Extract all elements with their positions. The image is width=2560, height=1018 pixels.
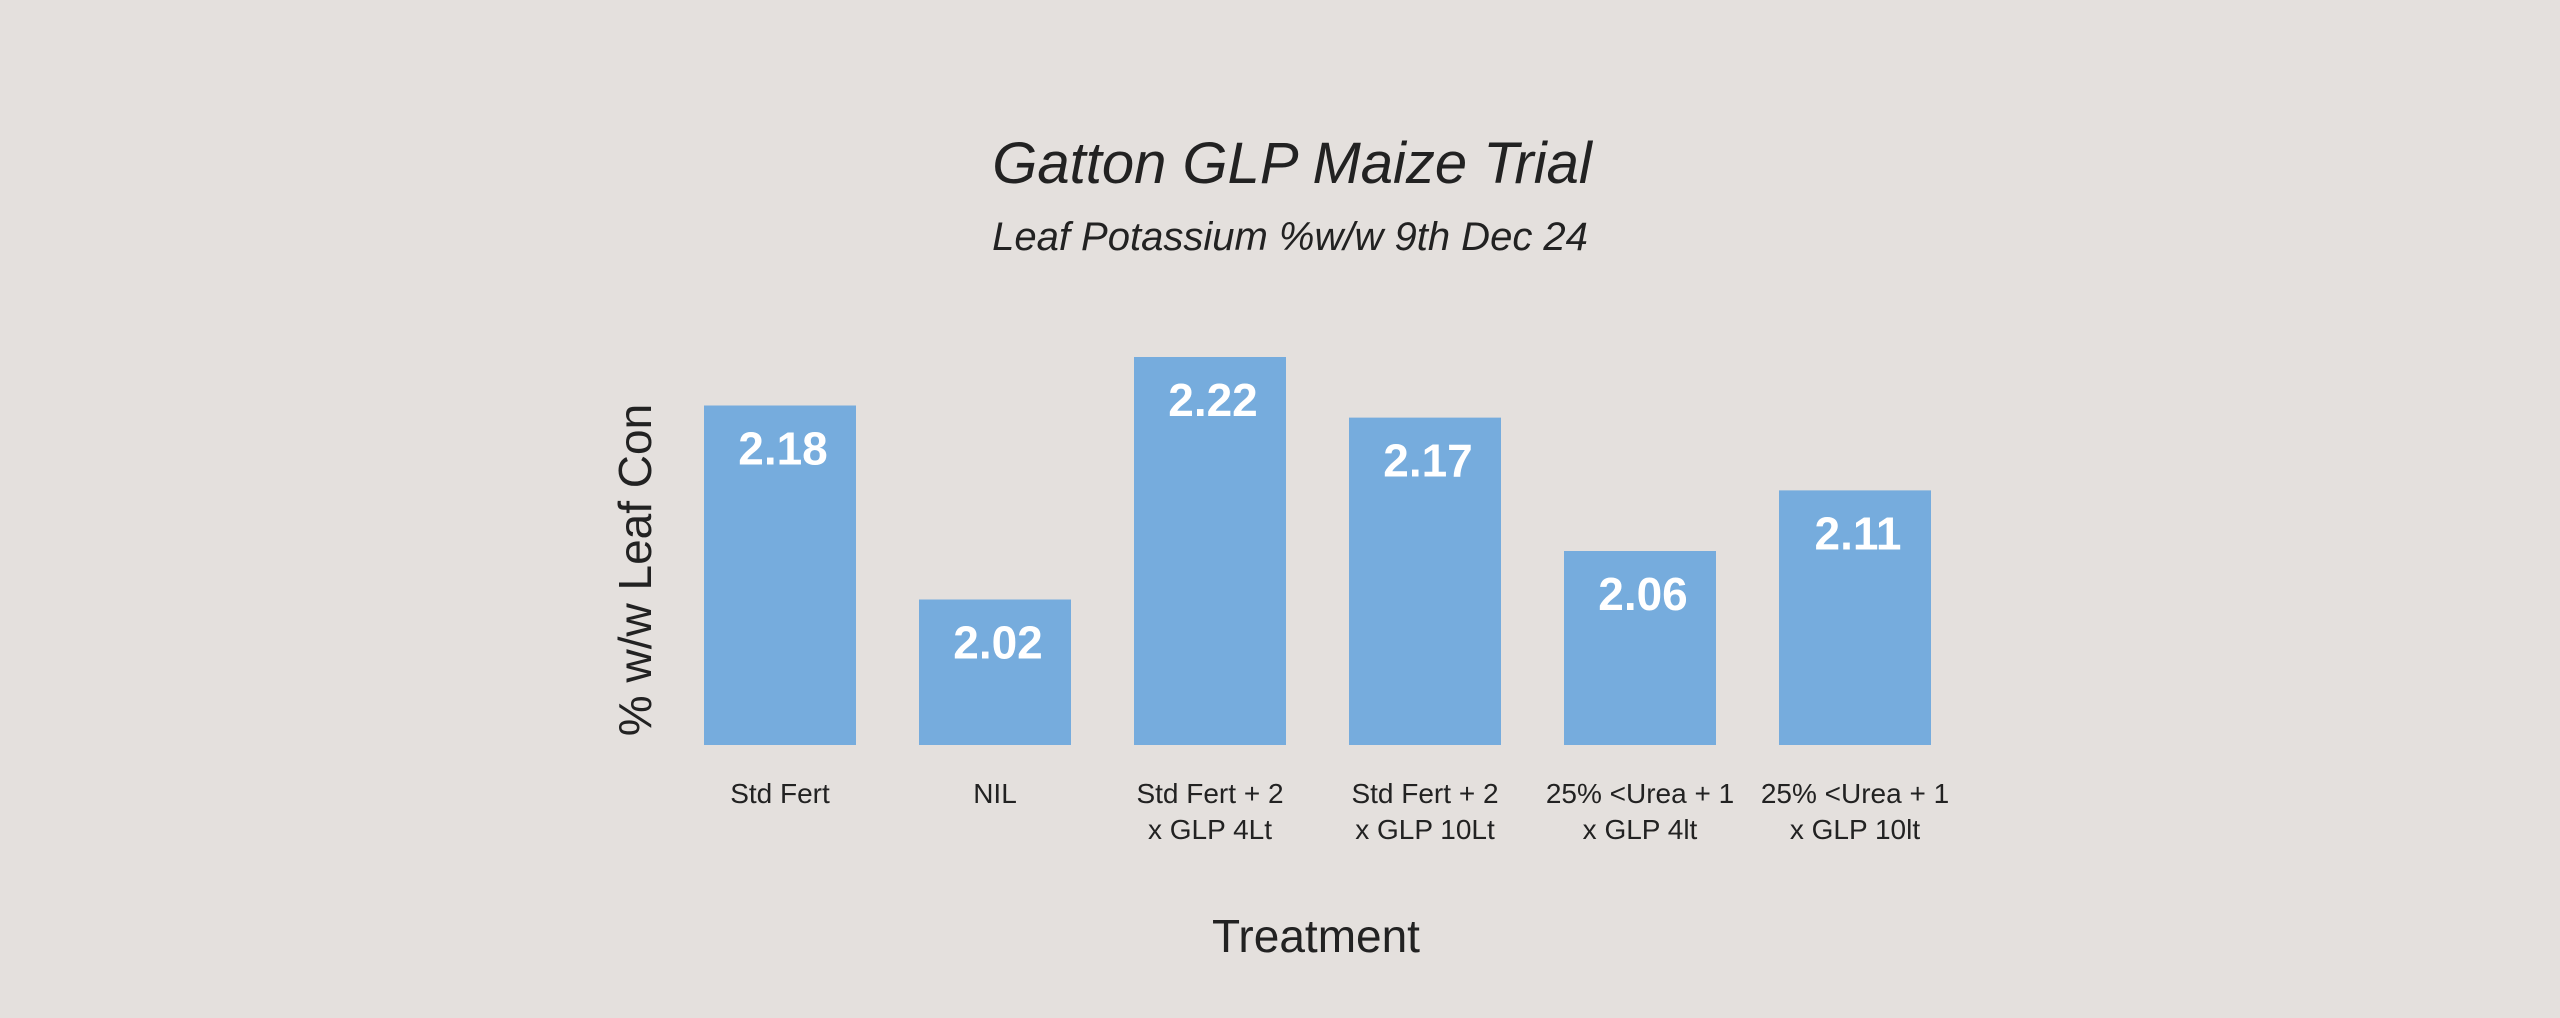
data-labels-group: 2.18 2.02 2.22 2.17 2.06 2.11	[738, 374, 1901, 669]
y-axis-label: % w/w Leaf Con	[609, 404, 661, 736]
data-label-0: 2.18	[738, 423, 828, 475]
bar-1	[919, 599, 1071, 745]
x-tick-label-5: 25% <Urea + 1 x GLP 10lt	[1761, 778, 1949, 845]
bars-group	[704, 357, 1931, 745]
bar-4	[1564, 551, 1716, 745]
x-tick-label-line: x GLP 4Lt	[1148, 814, 1272, 845]
data-label-5: 2.11	[1815, 507, 1902, 559]
bar-2	[1134, 357, 1286, 745]
x-tick-label-line: NIL	[973, 778, 1017, 809]
x-tick-label-line: Std Fert	[730, 778, 830, 809]
data-label-4: 2.06	[1598, 568, 1688, 620]
bar-3	[1349, 417, 1501, 745]
x-tick-label-line: x GLP 10lt	[1790, 814, 1920, 845]
data-label-2: 2.22	[1168, 374, 1258, 426]
x-tick-label-3: Std Fert + 2 x GLP 10Lt	[1351, 778, 1498, 845]
bar-0	[704, 405, 856, 745]
x-tick-label-line: x GLP 4lt	[1583, 814, 1698, 845]
data-label-3: 2.17	[1383, 435, 1473, 487]
x-tick-label-line: 25% <Urea + 1	[1546, 778, 1734, 809]
x-tick-label-2: Std Fert + 2 x GLP 4Lt	[1136, 778, 1283, 845]
x-tick-label-1: NIL	[973, 778, 1017, 809]
x-tick-label-0: Std Fert	[730, 778, 830, 809]
bar-5	[1779, 490, 1931, 745]
x-tick-label-line: Std Fert + 2	[1136, 778, 1283, 809]
data-label-1: 2.02	[953, 617, 1043, 669]
chart-subtitle: Leaf Potassium %w/w 9th Dec 24	[992, 215, 1588, 259]
x-tick-label-4: 25% <Urea + 1 x GLP 4lt	[1546, 778, 1734, 845]
x-tick-label-line: 25% <Urea + 1	[1761, 778, 1949, 809]
x-tick-label-line: x GLP 10Lt	[1355, 814, 1495, 845]
x-axis-label: Treatment	[1212, 910, 1420, 962]
x-tick-label-line: Std Fert + 2	[1351, 778, 1498, 809]
chart-title: Gatton GLP Maize Trial	[992, 131, 1594, 196]
